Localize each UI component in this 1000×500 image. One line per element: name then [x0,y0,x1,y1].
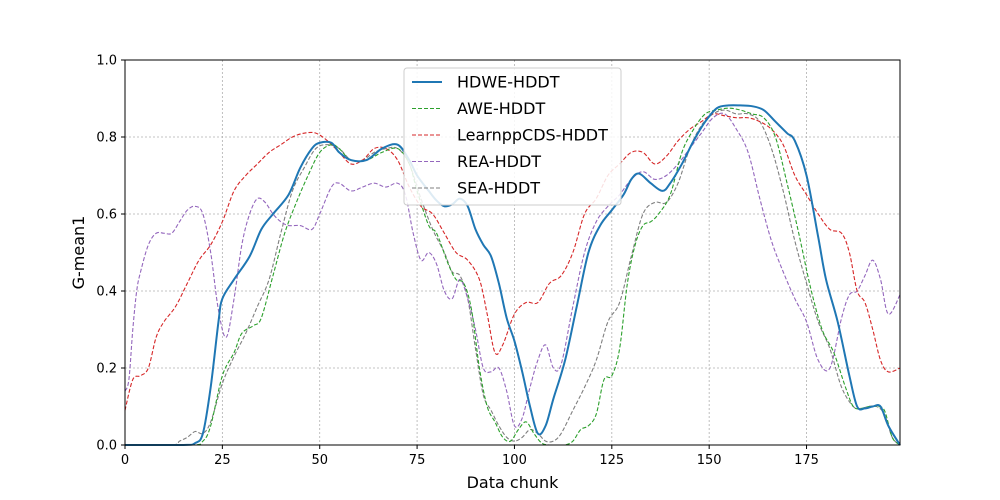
x-axis-label: Data chunk [467,473,560,492]
legend-label: AWE-HDDT [457,99,545,118]
y-tick-label: 0.4 [96,285,117,300]
x-tick-label: 125 [599,453,624,468]
legend-label: REA-HDDT [457,152,541,171]
legend-box [403,67,622,206]
x-tick-label: 75 [409,453,426,468]
y-tick-label: 0.8 [96,131,117,146]
y-tick-label: 1.0 [96,54,117,69]
plot-frame [124,59,901,446]
y-tick-label: 0.0 [96,439,117,454]
x-tick-label: 50 [311,453,328,468]
series-line-sea-hddt [125,109,901,446]
y-tick-label: 0.6 [96,208,117,223]
y-tick-label: 0.2 [96,362,117,377]
x-tick-label: 150 [697,453,722,468]
x-tick-label: 175 [794,453,819,468]
x-tick-label: 25 [214,453,231,468]
legend-label: LearnppCDS-HDDT [457,126,608,145]
legend-label: HDWE-HDDT [457,73,560,92]
y-axis-label: G-mean1 [69,216,88,290]
x-tick-label: 100 [502,453,527,468]
axis-ticks: 0 25 50 75 100 125 150 175 0.0 0.2 0.4 0.6 0.8 1.0 [96,54,819,469]
series-line-learnppcds-hddt [124,113,901,411]
series-line-hdwe-hddt [125,104,901,446]
x-tick-label: 0 [121,453,129,468]
legend: HDWE-HDDT AWE-HDDT LearnppCDS-HDDT REA-HDDT… [403,67,622,206]
legend-label: SEA-HDDT [457,179,540,198]
